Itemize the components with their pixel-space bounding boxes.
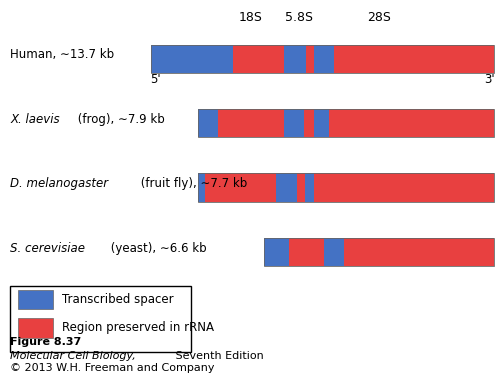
Bar xyxy=(198,174,493,202)
Bar xyxy=(343,238,493,266)
Bar xyxy=(333,45,493,73)
Text: © 2013 W.H. Freeman and Company: © 2013 W.H. Freeman and Company xyxy=(10,363,214,373)
Bar xyxy=(288,238,323,266)
Bar xyxy=(218,109,283,138)
Bar xyxy=(328,109,493,138)
Bar xyxy=(297,174,305,202)
Text: 3': 3' xyxy=(483,73,493,86)
Text: Seventh Edition: Seventh Edition xyxy=(172,351,264,361)
Bar xyxy=(10,286,190,352)
Text: 18S: 18S xyxy=(238,11,263,23)
Bar xyxy=(323,238,343,266)
Bar xyxy=(305,174,314,202)
Text: (yeast), ∼6.6 kb: (yeast), ∼6.6 kb xyxy=(107,242,206,255)
Text: D. melanogaster: D. melanogaster xyxy=(10,177,108,190)
Bar xyxy=(283,45,306,73)
Bar xyxy=(303,109,313,138)
Bar xyxy=(276,174,297,202)
Bar xyxy=(233,45,283,73)
Bar xyxy=(198,174,204,202)
Bar xyxy=(283,109,303,138)
Bar xyxy=(18,318,53,338)
Bar xyxy=(263,238,493,266)
Bar xyxy=(198,109,218,138)
Text: Transcribed spacer: Transcribed spacer xyxy=(62,293,173,306)
Bar xyxy=(150,45,233,73)
Bar xyxy=(313,109,328,138)
Bar xyxy=(313,45,333,73)
Text: Human, ∼13.7 kb: Human, ∼13.7 kb xyxy=(10,49,114,61)
Bar xyxy=(204,174,276,202)
Text: Region preserved in rRNA: Region preserved in rRNA xyxy=(62,321,213,334)
Bar xyxy=(314,174,493,202)
Text: 5.8S: 5.8S xyxy=(284,11,312,23)
Bar xyxy=(150,45,493,73)
Bar xyxy=(198,109,493,138)
Bar xyxy=(18,290,53,309)
Bar xyxy=(306,45,313,73)
Text: (fruit fly), ∼7.7 kb: (fruit fly), ∼7.7 kb xyxy=(136,177,246,190)
Bar xyxy=(263,238,288,266)
Text: 5': 5' xyxy=(150,73,161,86)
Text: (frog), ∼7.9 kb: (frog), ∼7.9 kb xyxy=(74,113,164,126)
Text: Molecular Cell Biology,: Molecular Cell Biology, xyxy=(10,351,135,361)
Text: 28S: 28S xyxy=(366,11,390,23)
Text: S. cerevisiae: S. cerevisiae xyxy=(10,242,85,255)
Text: X. laevis: X. laevis xyxy=(10,113,60,126)
Text: Figure 8.37: Figure 8.37 xyxy=(10,337,81,347)
